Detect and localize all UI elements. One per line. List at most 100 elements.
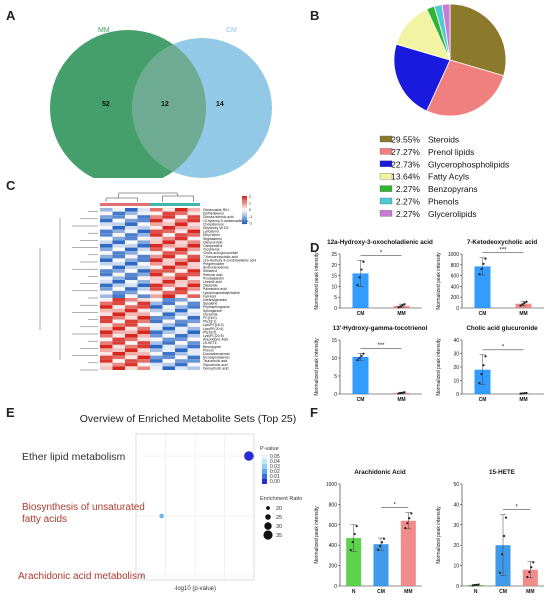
bars_f-ylabel: Normalized peak intensity [436,506,442,564]
bars_f-ytick-label: 0 [334,584,337,590]
heatmap-cell [175,298,188,302]
heatmap-cell [187,226,200,230]
heatmap-cell [137,272,150,277]
heatmap-cell [150,265,163,270]
heatmap-cell [100,262,113,266]
ratio-legend-dot [263,530,273,540]
heatmap-cell [150,254,163,259]
heatmap-cell [100,305,113,309]
panel-label-c: C [6,178,16,193]
heatmap-cell [100,323,113,327]
pvalue-legend-title: P-value [260,446,279,452]
heatmap-cell [175,348,188,352]
heatmap-row-label: Phytosphingosine [203,305,230,309]
heatmap-cell [100,240,113,244]
heatmap-cell [112,359,125,363]
enrichment-label: Biosynthesis of unsaturated fatty acids [22,502,145,525]
heatmap-row-label: Stigmasterol [203,237,222,241]
bars_f-point [526,575,529,579]
heatmap-row-label: Lysophosphatidylcholine [203,291,240,295]
heatmap-cell [137,366,150,370]
heatmap-cell [125,290,138,295]
heatmap-cell [125,211,138,216]
pie-legend: 29.55% Steroids 27.27% Prenol lipids 22.73% G… [378,132,548,224]
heatmap-cell [187,244,200,248]
heatmap-row-label: Glycocholic acid [203,363,228,367]
heatmap-row-label: Geranylgeraniol [203,298,227,302]
heatmap-cell [112,218,125,223]
venn-count-right: 14 [216,101,224,108]
heatmap-cell [125,287,138,291]
heatmap-cell [112,366,125,370]
heatmap-cell [137,247,150,252]
heatmap-cell [175,326,188,331]
heatmap-cell [125,229,138,234]
bars_d-sig-label: *** [377,343,385,349]
heatmap-cell [125,312,138,316]
bars_f-point [376,548,380,551]
heatmap-cell [187,337,200,342]
venn-overlap [132,44,206,172]
bars_d-point [401,304,404,307]
bars_d-ytick-label: 0 [456,392,459,398]
heatmap-row-label: Cholic acid glucuronide [203,251,238,255]
heatmap-cell [125,222,138,226]
pie-legend-pct-1: 27.27% [391,147,420,157]
heatmap-cell [100,222,113,226]
venn-label-right: CM [226,27,237,34]
venn-count-left: 52 [102,101,110,108]
heatmap-cell [150,262,163,266]
bars_d-point [484,257,487,260]
heatmap-cell [187,341,200,345]
heatmap-legend-cell [242,211,247,213]
heatmap-cell [150,319,163,324]
bars_d-ytick-label: 15 [331,274,337,280]
heatmap-cell [112,258,125,262]
heatmap-cell [125,341,138,345]
ratio-legend-dot [266,506,270,510]
pie-legend-swatch-3 [379,173,393,180]
heatmap-cell [112,352,125,356]
bars_d-ytick-label: 40 [453,338,459,344]
heatmap-cell [187,258,200,262]
heatmap-cell [150,355,163,360]
heatmap-cell [150,269,163,273]
bars_d-point [519,392,522,395]
bars_f-xtick-label: MM [404,589,412,595]
bars_f-xtick-label: CM [377,589,385,595]
heatmap-cell [112,290,125,295]
bars_f-point [471,584,474,587]
heatmap-cell [162,305,175,309]
bars_d-sig-label: * [380,250,383,256]
heatmap-legend-tick: 1 [249,202,251,206]
bars_f-xtick-label: N [474,589,478,595]
pie-legend-pct-0: 29.55% [391,135,420,145]
panel-label-d: D [310,240,320,255]
bars_f-point [500,553,504,556]
heatmap-cell [150,215,163,219]
heatmap-cell [175,352,188,356]
pvalue-legend-tick: 0.04 [270,459,280,465]
bars_d-point [525,300,528,303]
panel-label-e: E [6,405,15,420]
heatmap-cell [162,251,175,255]
heatmap-cell [112,344,125,349]
heatmap-cell [125,362,138,367]
heatmap-cell [112,280,125,284]
bars_f-point [408,517,411,520]
heatmap-cell [112,301,125,306]
heatmap-cell [125,244,138,248]
heatmap-cell [187,366,200,370]
bars_d-xtick-label: CM [357,397,365,403]
heatmap-legend-cell [242,207,247,209]
heatmap-cell [175,233,188,237]
heatmap-cell [100,280,113,284]
heatmap-col-dendrogram [105,192,194,202]
bars_f-ytick-label: 0 [456,584,459,590]
heatmap-cell [112,226,125,230]
bars_d-ytick-label: 10 [331,284,337,290]
bars_f-point [380,541,384,544]
heatmap-legend-cell [242,197,247,199]
heatmap-cell [150,208,163,212]
heatmap-cell [112,319,125,324]
